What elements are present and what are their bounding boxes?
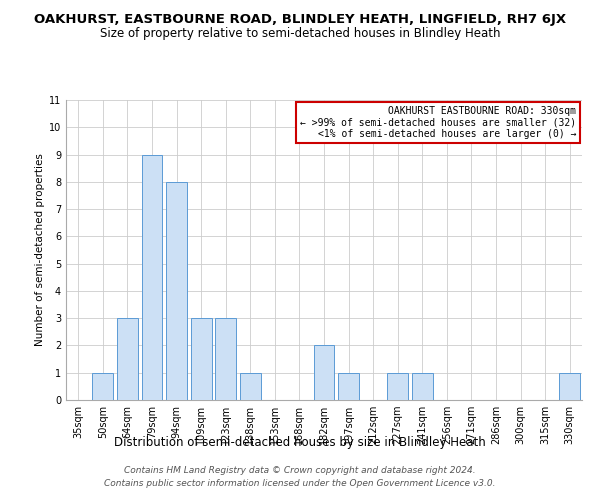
Bar [314,346,334,400]
Text: Distribution of semi-detached houses by size in Blindley Heath: Distribution of semi-detached houses by … [114,436,486,449]
Bar [117,318,138,400]
Y-axis label: Number of semi-detached properties: Number of semi-detached properties [35,154,45,346]
Bar [240,372,261,400]
Bar [142,154,163,400]
Bar [191,318,212,400]
Bar [412,372,433,400]
Bar [559,372,580,400]
Text: OAKHURST EASTBOURNE ROAD: 330sqm
← >99% of semi-detached houses are smaller (32): OAKHURST EASTBOURNE ROAD: 330sqm ← >99% … [301,106,577,139]
Bar [92,372,113,400]
Text: Contains HM Land Registry data © Crown copyright and database right 2024.
Contai: Contains HM Land Registry data © Crown c… [104,466,496,487]
Bar [215,318,236,400]
Text: OAKHURST, EASTBOURNE ROAD, BLINDLEY HEATH, LINGFIELD, RH7 6JX: OAKHURST, EASTBOURNE ROAD, BLINDLEY HEAT… [34,12,566,26]
Bar [338,372,359,400]
Bar [387,372,408,400]
Bar [166,182,187,400]
Text: Size of property relative to semi-detached houses in Blindley Heath: Size of property relative to semi-detach… [100,28,500,40]
